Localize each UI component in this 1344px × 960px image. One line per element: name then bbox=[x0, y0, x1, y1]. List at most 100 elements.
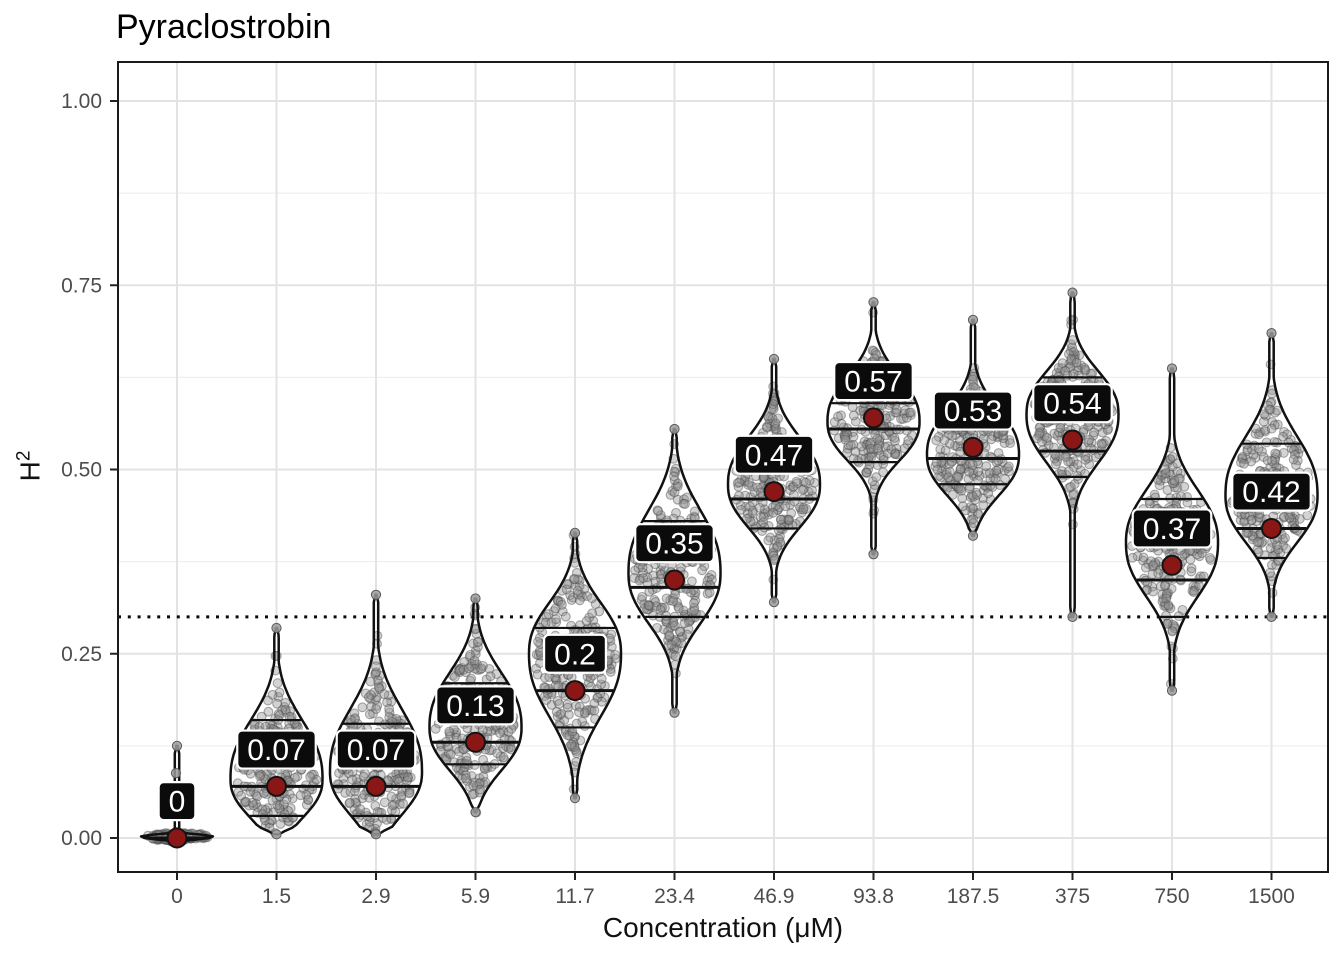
jitter-point bbox=[931, 435, 942, 446]
jitter-point bbox=[1049, 428, 1060, 439]
jitter-point bbox=[444, 726, 455, 737]
jitter-point bbox=[670, 634, 681, 645]
jitter-point bbox=[1150, 492, 1161, 503]
jitter-point bbox=[351, 774, 362, 784]
jitter-point bbox=[1068, 462, 1079, 472]
jitter-point bbox=[842, 430, 853, 441]
jitter-point bbox=[967, 503, 978, 514]
jitter-point bbox=[702, 575, 713, 586]
jitter-point bbox=[978, 485, 989, 496]
y-axis-title: H2 bbox=[13, 451, 46, 482]
jitter-point bbox=[785, 485, 796, 495]
extreme-point bbox=[768, 353, 780, 365]
jitter-point bbox=[443, 748, 454, 759]
jitter-point bbox=[584, 612, 595, 623]
jitter-point bbox=[384, 703, 395, 714]
jitter-point bbox=[568, 592, 578, 603]
jitter-point bbox=[472, 665, 483, 675]
jitter-point bbox=[338, 773, 349, 784]
value-label-box bbox=[335, 729, 417, 770]
jitter-point bbox=[1166, 583, 1177, 594]
jitter-point bbox=[871, 350, 882, 360]
jitter-point bbox=[638, 573, 649, 584]
violin-fill bbox=[728, 358, 820, 603]
jitter-point bbox=[1091, 452, 1101, 463]
jitter-point bbox=[940, 445, 951, 456]
jitter-point bbox=[569, 740, 580, 751]
jitter-point bbox=[571, 700, 581, 711]
jitter-point bbox=[1066, 353, 1077, 364]
jitter-point bbox=[565, 590, 576, 601]
jitter-point bbox=[655, 510, 666, 521]
jitter-point bbox=[374, 683, 385, 694]
jitter-point bbox=[550, 603, 561, 614]
value-label-box bbox=[833, 360, 914, 402]
jitter-point bbox=[550, 674, 561, 685]
jitter-point bbox=[872, 433, 883, 444]
jitter-point bbox=[630, 565, 641, 576]
jitter-point bbox=[1080, 454, 1091, 465]
jitter-point bbox=[736, 504, 747, 515]
jitter-point bbox=[892, 449, 903, 460]
jitter-point bbox=[968, 514, 979, 525]
extreme-point bbox=[669, 423, 680, 435]
jitter-point bbox=[955, 483, 966, 494]
jitter-point bbox=[676, 638, 687, 649]
jitter-point bbox=[1063, 363, 1074, 374]
jitter-point bbox=[1034, 428, 1045, 439]
jitter-point bbox=[463, 663, 474, 674]
jitter-point bbox=[445, 749, 456, 760]
jitter-point bbox=[865, 450, 876, 461]
jitter-point bbox=[365, 693, 376, 704]
jitter-point bbox=[1071, 357, 1082, 368]
jitter-point bbox=[870, 347, 881, 358]
jitter-point bbox=[890, 435, 900, 446]
value-label-text: 0.57 bbox=[844, 366, 902, 399]
jitter-point bbox=[247, 797, 258, 808]
y-axis-title-exponent: 2 bbox=[13, 450, 35, 462]
jitter-point bbox=[889, 432, 900, 443]
jitter-point bbox=[564, 579, 574, 589]
jitter-point bbox=[667, 635, 678, 646]
jitter-point bbox=[988, 431, 999, 442]
jitter-point bbox=[465, 649, 476, 660]
jitter-point bbox=[1175, 468, 1186, 479]
jitter-point bbox=[653, 506, 664, 517]
jitter-point bbox=[577, 716, 588, 727]
mean-point bbox=[1161, 554, 1183, 576]
jitter-point bbox=[556, 708, 567, 719]
jitter-point bbox=[747, 481, 758, 492]
jitter-point bbox=[398, 798, 409, 809]
jitter-point bbox=[867, 476, 878, 487]
jitter-point bbox=[759, 508, 770, 519]
jitter-point bbox=[457, 743, 468, 754]
jitter-point bbox=[669, 487, 680, 498]
jitter-point bbox=[1065, 345, 1076, 356]
jitter-point bbox=[675, 626, 685, 637]
jitter-point bbox=[874, 435, 885, 446]
jitter-point bbox=[905, 410, 916, 421]
jitter-point bbox=[645, 601, 656, 612]
jitter-point bbox=[642, 572, 653, 583]
x-tick-label: 93.8 bbox=[853, 885, 894, 908]
jitter-point bbox=[450, 729, 461, 740]
panel-background bbox=[118, 62, 1328, 872]
jitter-point bbox=[472, 659, 482, 670]
jitter-point bbox=[546, 617, 557, 628]
jitter-point bbox=[452, 743, 462, 754]
jitter-point bbox=[755, 512, 766, 523]
jitter-point bbox=[1069, 352, 1080, 362]
jitter-point bbox=[980, 468, 991, 479]
jitter-point bbox=[794, 502, 805, 513]
jitter-point bbox=[754, 502, 765, 513]
jitter-point bbox=[1068, 489, 1079, 500]
jitter-point bbox=[1148, 560, 1159, 571]
jitter-point bbox=[263, 706, 274, 717]
value-label-box bbox=[236, 729, 317, 770]
jitter-point bbox=[1127, 552, 1138, 563]
jitter-point bbox=[878, 467, 889, 478]
jitter-point bbox=[555, 709, 566, 720]
jitter-point bbox=[1056, 363, 1067, 374]
jitter-point bbox=[863, 437, 873, 448]
